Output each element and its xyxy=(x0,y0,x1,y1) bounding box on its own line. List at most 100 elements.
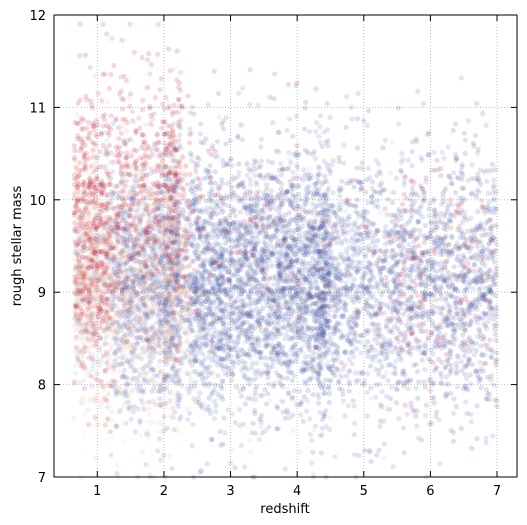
scatter-point xyxy=(214,138,220,144)
scatter-point xyxy=(107,429,113,435)
scatter-point xyxy=(281,218,287,224)
scatter-point xyxy=(227,295,233,301)
scatter-point xyxy=(323,218,329,224)
scatter-point xyxy=(219,385,225,391)
scatter-point xyxy=(139,449,146,455)
scatter-point xyxy=(270,291,276,297)
scatter-point xyxy=(297,388,303,394)
scatter-point xyxy=(77,289,83,295)
scatter-point xyxy=(177,145,184,151)
scatter-point xyxy=(170,215,176,221)
scatter-point xyxy=(395,236,401,242)
scatter-point xyxy=(305,238,311,244)
scatter-point xyxy=(364,177,370,183)
scatter-point xyxy=(247,437,253,443)
scatter-point xyxy=(455,227,461,233)
scatter-point xyxy=(346,388,352,394)
scatter-point xyxy=(222,257,228,263)
scatter-point xyxy=(224,288,230,295)
scatter-point xyxy=(170,204,176,210)
scatter-point xyxy=(229,447,235,453)
scatter-point xyxy=(473,133,479,139)
scatter-point xyxy=(246,381,252,387)
scatter-point xyxy=(491,382,497,388)
scatter-point xyxy=(474,436,480,442)
scatter-point xyxy=(209,209,215,215)
scatter-point xyxy=(389,200,396,206)
scatter-point xyxy=(491,250,497,256)
scatter-point xyxy=(319,220,325,227)
scatter-point xyxy=(315,248,321,254)
scatter-point xyxy=(109,244,115,250)
scatter-point xyxy=(109,35,115,42)
scatter-point xyxy=(359,241,365,247)
scatter-point xyxy=(147,275,153,281)
scatter-point xyxy=(465,177,471,183)
scatter-point xyxy=(339,335,345,341)
scatter-point xyxy=(483,435,489,441)
scatter-point xyxy=(388,189,394,195)
scatter-point xyxy=(285,391,291,397)
scatter-point xyxy=(484,178,490,184)
scatter-point xyxy=(189,104,195,110)
scatter-point xyxy=(289,378,295,384)
scatter-point xyxy=(468,381,474,387)
scatter-point xyxy=(102,385,108,391)
scatter-point xyxy=(103,151,110,157)
scatter-point xyxy=(348,104,354,110)
scatter-point xyxy=(321,340,327,346)
scatter-point xyxy=(455,354,461,360)
scatter-point xyxy=(315,202,321,208)
scatter-point xyxy=(217,345,223,351)
scatter-point xyxy=(299,344,305,350)
scatter-point xyxy=(257,218,263,224)
scatter-point xyxy=(431,400,437,406)
scatter-point xyxy=(220,441,226,447)
scatter-point xyxy=(325,325,331,331)
scatter-point xyxy=(405,386,411,392)
scatter-point xyxy=(195,255,201,262)
scatter-point xyxy=(492,281,498,287)
scatter-point xyxy=(421,297,427,303)
scatter-point xyxy=(381,310,387,316)
scatter-point xyxy=(122,228,128,234)
scatter-point xyxy=(157,389,163,395)
scatter-point xyxy=(445,241,452,247)
scatter-point xyxy=(142,122,149,128)
scatter-point xyxy=(302,105,308,111)
scatter-point xyxy=(259,315,265,321)
scatter-point xyxy=(443,185,449,191)
scatter-point xyxy=(136,200,142,207)
scatter-point xyxy=(121,97,127,103)
scatter-point xyxy=(149,452,155,458)
scatter-point xyxy=(390,464,396,470)
scatter-point xyxy=(248,396,254,402)
scatter-point xyxy=(322,294,328,300)
scatter-point xyxy=(109,416,115,423)
scatter-point xyxy=(182,279,188,285)
scatter-point xyxy=(492,331,498,337)
scatter-point xyxy=(384,211,390,217)
scatter-point xyxy=(189,158,195,164)
scatter-point xyxy=(426,276,432,282)
scatter-point xyxy=(291,227,298,233)
scatter-point xyxy=(142,274,148,280)
scatter-point xyxy=(365,371,371,377)
scatter-point xyxy=(458,207,464,213)
scatter-point xyxy=(158,457,164,463)
scatter-point xyxy=(244,319,250,325)
scatter-point xyxy=(475,146,481,152)
scatter-point xyxy=(385,289,391,295)
scatter-point xyxy=(301,264,307,270)
scatter-point xyxy=(327,284,333,290)
scatter-point xyxy=(373,366,379,373)
scatter-point xyxy=(199,341,205,348)
scatter-point xyxy=(151,232,157,238)
scatter-point xyxy=(122,309,128,315)
scatter-point xyxy=(344,223,350,229)
scatter-point xyxy=(400,425,407,431)
scatter-point xyxy=(279,201,285,207)
scatter-point xyxy=(330,351,336,357)
scatter-point xyxy=(107,160,113,166)
scatter-point xyxy=(104,137,110,143)
